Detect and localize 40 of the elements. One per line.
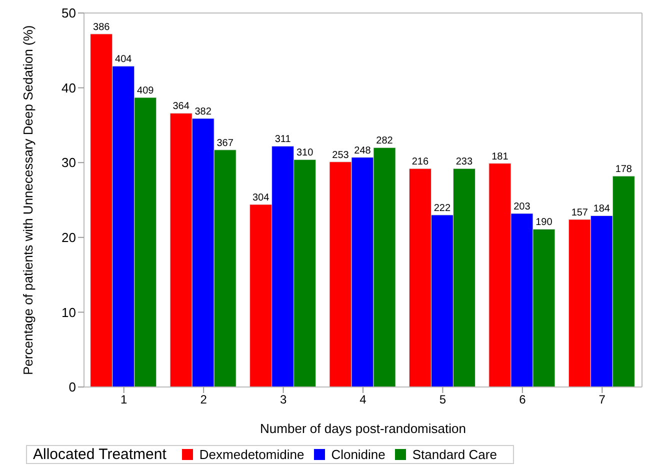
annotation: 248 [354,145,372,156]
legend-title: Allocated Treatment [33,446,166,463]
annotation: 364 [172,101,190,112]
annotation: 233 [456,156,474,168]
x-tick-label: 4 [360,392,367,407]
annotation: 181 [492,151,509,162]
x-tick-label: 1 [120,392,128,407]
x-tick-label: 7 [598,392,606,407]
y-tick-label: 10 [62,304,76,320]
annotation: 404 [115,54,132,66]
y-tick-label: 50 [62,6,76,21]
annotation: 253 [332,150,350,161]
x-tick-label: 3 [280,392,287,407]
y-tick-label: 20 [62,230,76,246]
annotation: 178 [615,164,632,176]
annotation: 222 [434,202,452,214]
x-tick-label: 6 [519,392,526,407]
annotation: 311 [274,134,292,146]
annotation: 382 [194,106,212,118]
legend-label: Dexmedetomidine [198,447,304,462]
annotation: 386 [93,22,110,33]
annotation: 367 [216,138,234,149]
annotation: 310 [296,148,314,159]
y-tick-label: 0 [68,380,76,395]
legend-label: Standard Care [411,447,497,462]
annotation: 304 [252,192,270,204]
y-tick-label: 30 [62,155,76,170]
x-axis-title: Number of days post-randomisation [260,421,466,436]
x-tick-label: 2 [200,392,208,407]
y-tick-label: 40 [62,80,76,96]
x-tick-label: 5 [439,392,446,407]
annotation: 216 [412,156,430,168]
annotation: 157 [571,207,588,218]
annotation: 203 [514,201,531,212]
annotation: 184 [593,204,610,215]
annotation: 282 [376,136,394,147]
y-axis-title: Percentage of patients with Unnecessary Deep Sedation (%) [20,25,36,375]
legend-label: Clonidine [330,447,386,462]
annotation: 190 [536,217,553,228]
annotation: 409 [137,86,154,97]
